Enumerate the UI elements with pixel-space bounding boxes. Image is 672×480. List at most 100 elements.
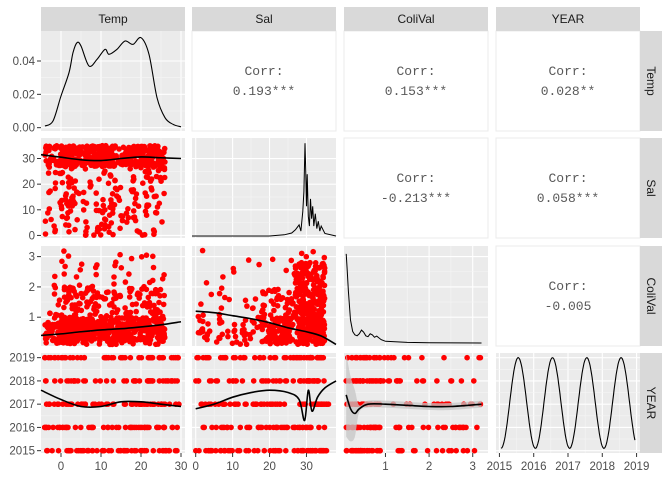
data-point [448,447,455,454]
data-point [145,329,151,336]
data-point [374,447,380,454]
data-point [83,318,90,325]
data-point [67,176,74,182]
data-point [161,174,168,181]
corr-value-colival-year: -0.005 [545,299,592,314]
data-point [51,354,58,361]
data-point [137,334,143,341]
data-point [111,296,117,302]
data-point [174,378,180,384]
data-point [93,190,99,196]
x-tick-label: 2016 [521,461,547,473]
data-point [83,219,89,225]
data-point [90,401,96,408]
data-point [71,316,78,323]
data-point [258,323,265,330]
data-point [265,378,272,384]
data-point [76,282,83,289]
data-point [55,447,62,454]
data-point [232,354,239,361]
data-point [42,378,49,384]
panel-colival-year [495,245,641,347]
data-point [290,300,296,306]
data-point [319,328,326,335]
data-point [229,340,236,347]
data-point [307,275,314,282]
data-point [166,447,172,454]
data-point [71,185,77,191]
data-point [373,378,380,384]
data-point [259,338,266,345]
corr-label: Corr: [396,171,435,186]
data-point [145,156,151,163]
data-point [230,265,237,272]
data-point [45,424,52,431]
data-point [246,424,252,431]
data-point [434,378,440,384]
strip-top-year [496,7,640,31]
data-point [460,447,467,454]
data-point [344,447,350,454]
data-point [65,378,72,384]
data-point [354,378,360,384]
data-point [129,285,135,292]
data-point [464,447,471,454]
scatter-year-vs-sal [193,354,332,454]
data-point [63,299,69,306]
data-point [87,312,93,318]
data-point [136,295,142,301]
data-point [270,424,277,431]
data-point [42,336,49,342]
corr-value-sal-year: 0.058*** [537,191,599,206]
data-point [401,354,408,361]
data-point [90,424,96,431]
data-point [52,169,59,176]
panel-colival-colival [344,246,488,346]
data-point [91,232,97,238]
data-point [88,182,94,189]
data-point [52,180,59,186]
data-point [310,282,317,288]
data-point [161,332,167,338]
data-point [272,288,278,295]
data-point [283,328,290,334]
data-point [63,424,70,431]
data-point [252,354,258,361]
data-point [272,447,279,454]
data-point [440,424,447,431]
data-point [109,191,116,197]
data-point [133,308,139,315]
panel-sal-sal [192,138,336,238]
data-point [131,329,138,335]
strip-label-top-sal: Sal [255,12,272,26]
data-point [89,447,96,454]
data-point [136,318,143,325]
data-point [155,335,161,341]
corr-label: Corr: [548,279,587,294]
data-point [303,253,310,260]
data-point [48,216,54,223]
data-point [222,294,228,301]
data-point [194,354,200,361]
data-point [109,309,116,316]
data-point [370,424,376,431]
data-point [117,251,123,258]
data-point [321,424,328,431]
data-point [55,302,62,308]
data-point [250,378,257,384]
data-point [72,226,78,233]
data-point [145,294,152,301]
x-tick-label: 20 [135,461,148,473]
data-point [290,312,297,319]
data-point [161,190,167,197]
data-point [74,354,81,361]
corr-value-temp-sal: 0.193*** [233,84,295,99]
data-point [151,302,157,309]
data-point [116,158,123,165]
data-point [116,146,122,152]
data-point [277,447,283,454]
data-point [130,208,137,214]
data-point [311,306,317,312]
data-point [45,162,52,168]
data-point [272,401,279,408]
